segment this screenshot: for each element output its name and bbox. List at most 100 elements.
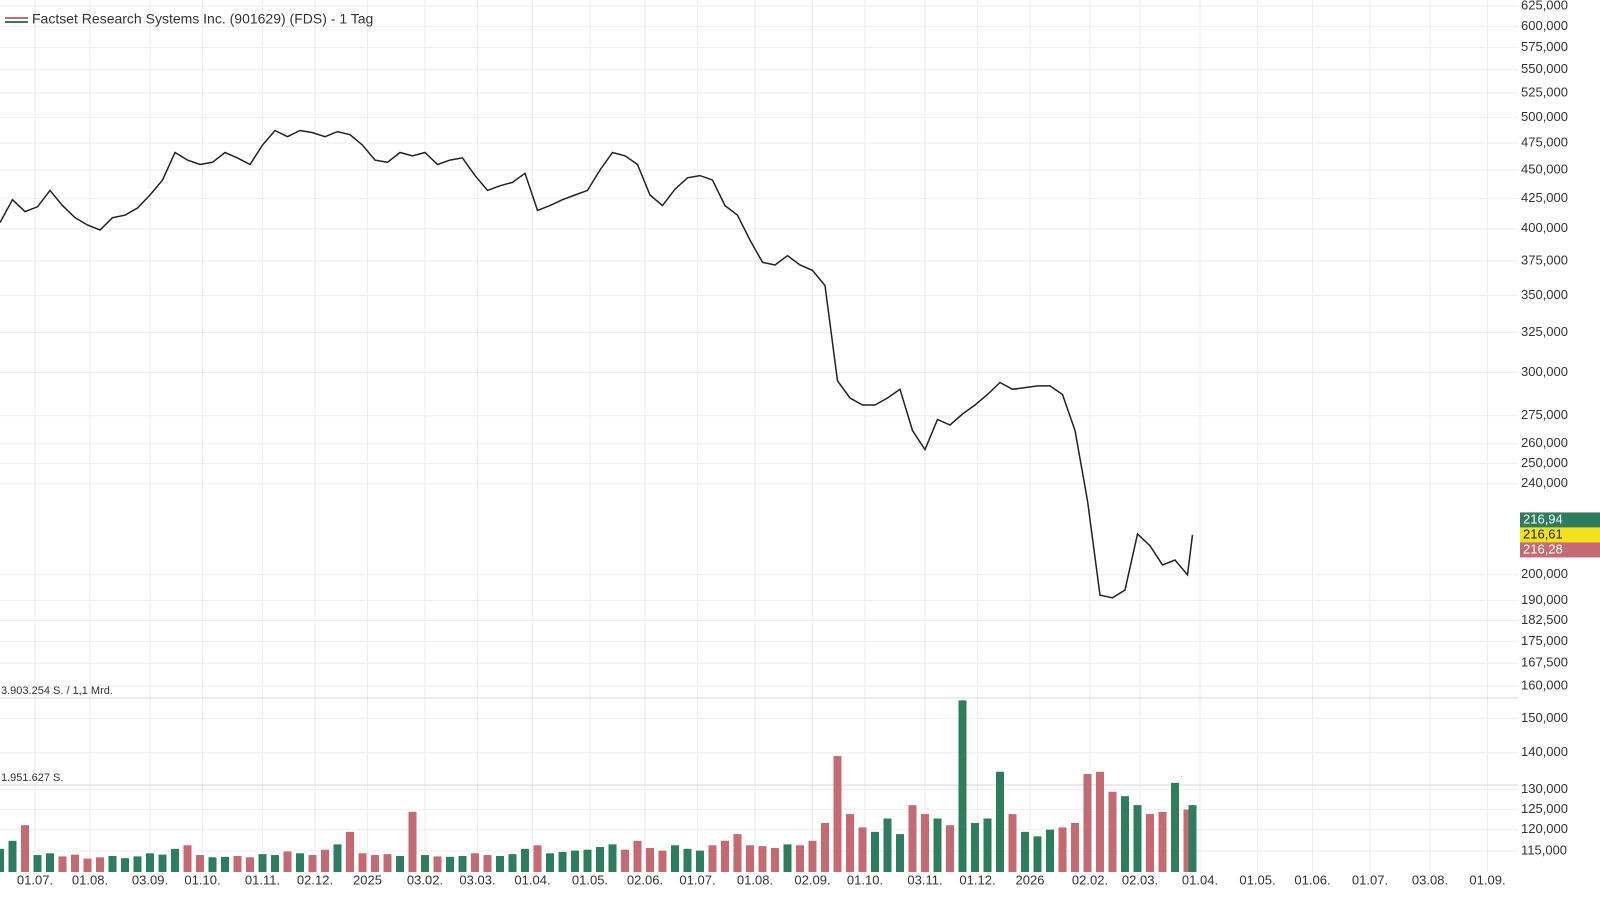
- volume-bar: [283, 851, 292, 872]
- volume-bar: [546, 853, 554, 872]
- volume-bar: [1121, 796, 1129, 872]
- y-tick-label: 475,000: [1521, 134, 1568, 149]
- x-tick-label: 02.02.: [1072, 872, 1108, 887]
- x-tick-label: 01.11.: [245, 872, 280, 887]
- volume-bar: [783, 844, 792, 872]
- volume-bar: [96, 857, 104, 872]
- y-tick-label: 160,000: [1521, 678, 1568, 693]
- volume-bar: [271, 855, 279, 872]
- volume-bar: [533, 845, 542, 872]
- volume-bar: [1058, 827, 1067, 872]
- x-tick-label: 02.09.: [794, 872, 830, 887]
- volume-bar: [771, 847, 779, 872]
- volume-bar: [158, 854, 167, 872]
- x-tick-label: 01.09.: [1469, 872, 1505, 887]
- price-label: 216,28: [1523, 541, 1563, 556]
- y-tick-label: 325,000: [1521, 324, 1568, 339]
- x-tick-label: 03.02.: [407, 872, 443, 887]
- volume-bar: [121, 858, 129, 872]
- volume-bar: [0, 848, 4, 872]
- x-tick-label: 02.12.: [297, 872, 333, 887]
- volume-bar: [171, 848, 179, 872]
- price-pane: [0, 129, 1194, 599]
- volume-bar: [858, 827, 867, 872]
- volume-bar: [721, 840, 729, 872]
- volume-bar: [146, 853, 154, 872]
- volume-bar: [71, 854, 79, 872]
- y-tick-label: 140,000: [1521, 744, 1568, 759]
- volume-bar: [946, 825, 954, 872]
- volume-bar: [1108, 791, 1117, 872]
- price-label-box: [1520, 542, 1600, 558]
- volume-bar: [671, 845, 679, 872]
- volume-bar: [1046, 829, 1054, 872]
- volume-bar: [921, 814, 929, 872]
- y-tick-label: 375,000: [1521, 252, 1568, 267]
- y-tick-label: 115,000: [1521, 842, 1567, 857]
- y-tick-label: 190,000: [1521, 592, 1568, 607]
- y-tick-label: 175,000: [1521, 633, 1568, 648]
- x-tick-label: 01.05.: [572, 872, 608, 887]
- volume-bar: [1133, 805, 1142, 872]
- volume-bar: [358, 853, 367, 872]
- y-tick-label: 400,000: [1521, 220, 1568, 235]
- x-tick-label: 2025: [353, 872, 382, 887]
- x-tick-label: 01.08.: [737, 872, 773, 887]
- volume-bar: [521, 848, 529, 872]
- volume-bar: [446, 856, 454, 872]
- volume-bar: [483, 855, 492, 872]
- price-label-box: [1520, 512, 1600, 528]
- x-tick-label: 01.04.: [1182, 872, 1218, 887]
- x-tick-label: 01.04.: [514, 872, 550, 887]
- volume-bar: [796, 845, 804, 872]
- volume-bar: [821, 822, 829, 872]
- volume-bar: [421, 855, 429, 872]
- volume-bar: [1158, 811, 1167, 872]
- volume-bar: [558, 851, 567, 872]
- volume-bar: [208, 857, 217, 872]
- volume-bar: [496, 855, 504, 872]
- axis-background: [1518, 0, 1600, 912]
- volume-bar: [896, 834, 904, 872]
- volume-bar: [1008, 814, 1017, 872]
- y-tick-label: 182,500: [1521, 612, 1568, 627]
- volume-bar: [58, 856, 67, 872]
- volume-bar: [608, 844, 617, 872]
- volume-bar: [133, 856, 142, 872]
- y-tick-label: 250,000: [1521, 455, 1568, 470]
- volume-bar: [258, 854, 267, 872]
- volume-bar: [296, 853, 304, 872]
- volume-bar: [996, 771, 1004, 872]
- x-tick-label: 01.08.: [72, 872, 108, 887]
- x-tick-label: 01.07.: [17, 872, 53, 887]
- y-tick-label: 200,000: [1521, 566, 1568, 581]
- volume-bar: [1188, 805, 1197, 872]
- y-tick-label: 450,000: [1521, 161, 1568, 176]
- volume-bar: [983, 818, 992, 872]
- volume-bar: [408, 811, 417, 872]
- volume-bar: [758, 846, 767, 872]
- volume-bar: [871, 831, 879, 872]
- volume-bar: [746, 845, 754, 872]
- volume-bar: [1096, 771, 1104, 872]
- volume-bar: [246, 857, 254, 872]
- volume-bar: [846, 814, 854, 872]
- volume-bar: [933, 818, 942, 872]
- y-tick-label: 240,000: [1521, 475, 1568, 490]
- x-tick-label: 03.03.: [459, 872, 495, 887]
- x-tick-label: 03.08.: [1412, 872, 1448, 887]
- y-tick-label: 425,000: [1521, 190, 1568, 205]
- volume-bar: [1021, 831, 1029, 872]
- volume-bar: [1171, 782, 1179, 872]
- price-label: 216,61: [1523, 526, 1563, 541]
- volume-bar: [646, 847, 654, 872]
- y-tick-label: 350,000: [1521, 287, 1568, 302]
- y-tick-label: 525,000: [1521, 84, 1568, 99]
- legend-title[interactable]: Factset Research Systems Inc. (901629) (…: [32, 11, 373, 27]
- volume-bar: [571, 850, 579, 872]
- volume-bar: [808, 840, 817, 872]
- volume-bar: [46, 853, 54, 872]
- y-tick-label: 575,000: [1521, 39, 1568, 54]
- price-line: [0, 129, 1194, 599]
